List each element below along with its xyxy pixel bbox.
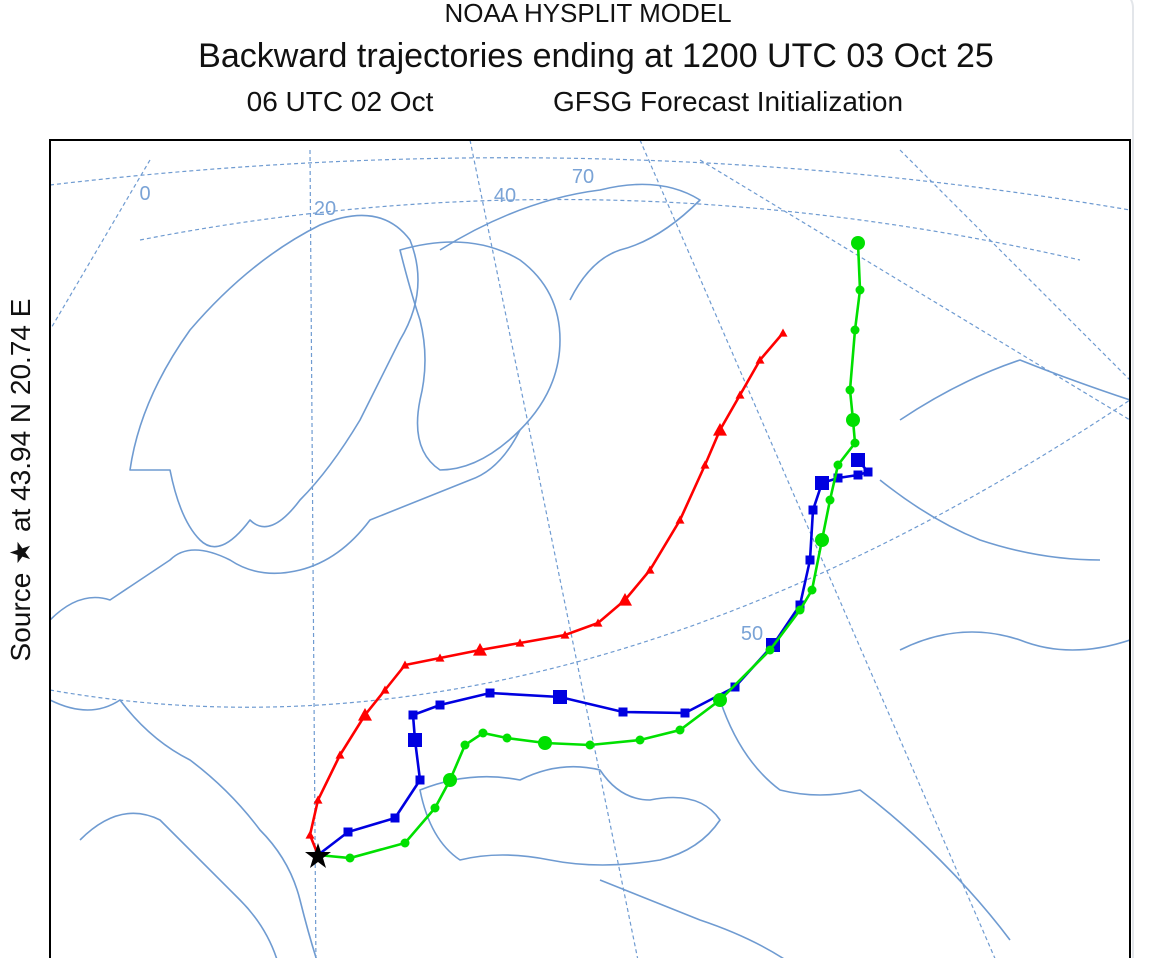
- trajectory-marker: [675, 725, 685, 735]
- trajectory-marker: [345, 853, 355, 863]
- trajectory-marker: [713, 423, 727, 436]
- trajectory-marker: [700, 460, 710, 469]
- trajectory-marker: [845, 385, 855, 395]
- trajectory-marker: [851, 236, 865, 250]
- trajectory-marker: [618, 707, 628, 717]
- trajectory-marker: [478, 728, 488, 738]
- init-model: GFSG Forecast Initialization: [553, 86, 903, 117]
- trajectory-marker: [851, 453, 865, 467]
- trajectory-marker: [313, 795, 323, 804]
- trajectory-marker: [408, 710, 418, 720]
- trajectory-marker: [502, 733, 512, 743]
- trajectories: [305, 236, 873, 868]
- trajectory-marker: [485, 688, 495, 698]
- trajectory-marker: [846, 413, 860, 427]
- trajectory-marker: [358, 708, 372, 721]
- trajectory-marker: [618, 593, 632, 606]
- trajectory-marker: [855, 285, 865, 295]
- coastlines: [50, 183, 1130, 958]
- trajectory-marker: [713, 693, 727, 707]
- trajectory-marker: [815, 533, 829, 547]
- graticule-label: 20: [314, 198, 336, 220]
- trajectory-marker: [795, 605, 805, 615]
- trajectory-marker: [435, 653, 445, 662]
- trajectory-marker: [343, 827, 353, 837]
- trajectory-marker: [408, 733, 422, 747]
- trajectory-marker: [675, 515, 685, 524]
- trajectory-marker: [553, 690, 567, 704]
- map-frame: [49, 139, 1131, 958]
- trajectory-marker: [635, 735, 645, 745]
- trajectory-marker: [850, 438, 860, 448]
- trajectory-marker: [435, 700, 445, 710]
- trajectory-line: [308, 332, 784, 856]
- trajectory-marker: [585, 740, 595, 750]
- trajectory-marker: [680, 708, 690, 718]
- trajectory-marker: [825, 495, 835, 505]
- trajectory-marker: [805, 555, 815, 565]
- graticule-label: 70: [572, 166, 594, 188]
- graticule-label: 40: [494, 185, 516, 207]
- trajectory-marker: [380, 685, 390, 694]
- trajectory-marker: [390, 813, 400, 823]
- trajectory-marker: [593, 618, 603, 627]
- trajectory-marker: [765, 645, 775, 655]
- trajectory-marker: [645, 565, 655, 574]
- trajectory-marker: [755, 355, 765, 364]
- trajectory-marker: [850, 325, 860, 335]
- trajectory-marker: [807, 585, 817, 595]
- trajectory-marker: [730, 682, 740, 692]
- trajectory-marker: [833, 473, 843, 483]
- trajectory-marker: [400, 838, 410, 848]
- source-star: [305, 843, 331, 868]
- trajectory-marker: [853, 470, 863, 480]
- trajectory-marker: [443, 773, 457, 787]
- trajectory-marker: [863, 467, 873, 477]
- trajectory-marker: [808, 505, 818, 515]
- trajectory-marker: [460, 740, 470, 750]
- graticule-label: 50: [741, 623, 763, 645]
- trajectory-marker: [473, 643, 487, 656]
- trajectory-marker: [795, 600, 805, 610]
- trajectory-marker: [735, 390, 745, 399]
- source-label: Source ★ at 43.94 N 20.74 E: [5, 299, 36, 662]
- title: NOAA HYSPLIT MODEL: [444, 0, 731, 28]
- trajectory-marker: [335, 750, 345, 759]
- trajectory-marker: [538, 736, 552, 750]
- trajectory-marker: [430, 803, 440, 813]
- trajectory-marker: [400, 660, 410, 669]
- graticule: 02040607050: [50, 140, 1130, 958]
- trajectory-marker: [305, 830, 315, 839]
- trajectory-marker: [415, 775, 425, 785]
- trajectory-marker: [560, 630, 570, 639]
- init-time: 06 UTC 02 Oct: [247, 86, 434, 117]
- graticule-label: 0: [139, 183, 150, 205]
- map: 02040607050: [50, 140, 1130, 958]
- trajectory-marker: [833, 460, 843, 470]
- trajectory-marker: [778, 328, 788, 337]
- trajectory-marker: [815, 476, 829, 490]
- subtitle: Backward trajectories ending at 1200 UTC…: [198, 37, 994, 75]
- trajectory-marker: [515, 638, 525, 647]
